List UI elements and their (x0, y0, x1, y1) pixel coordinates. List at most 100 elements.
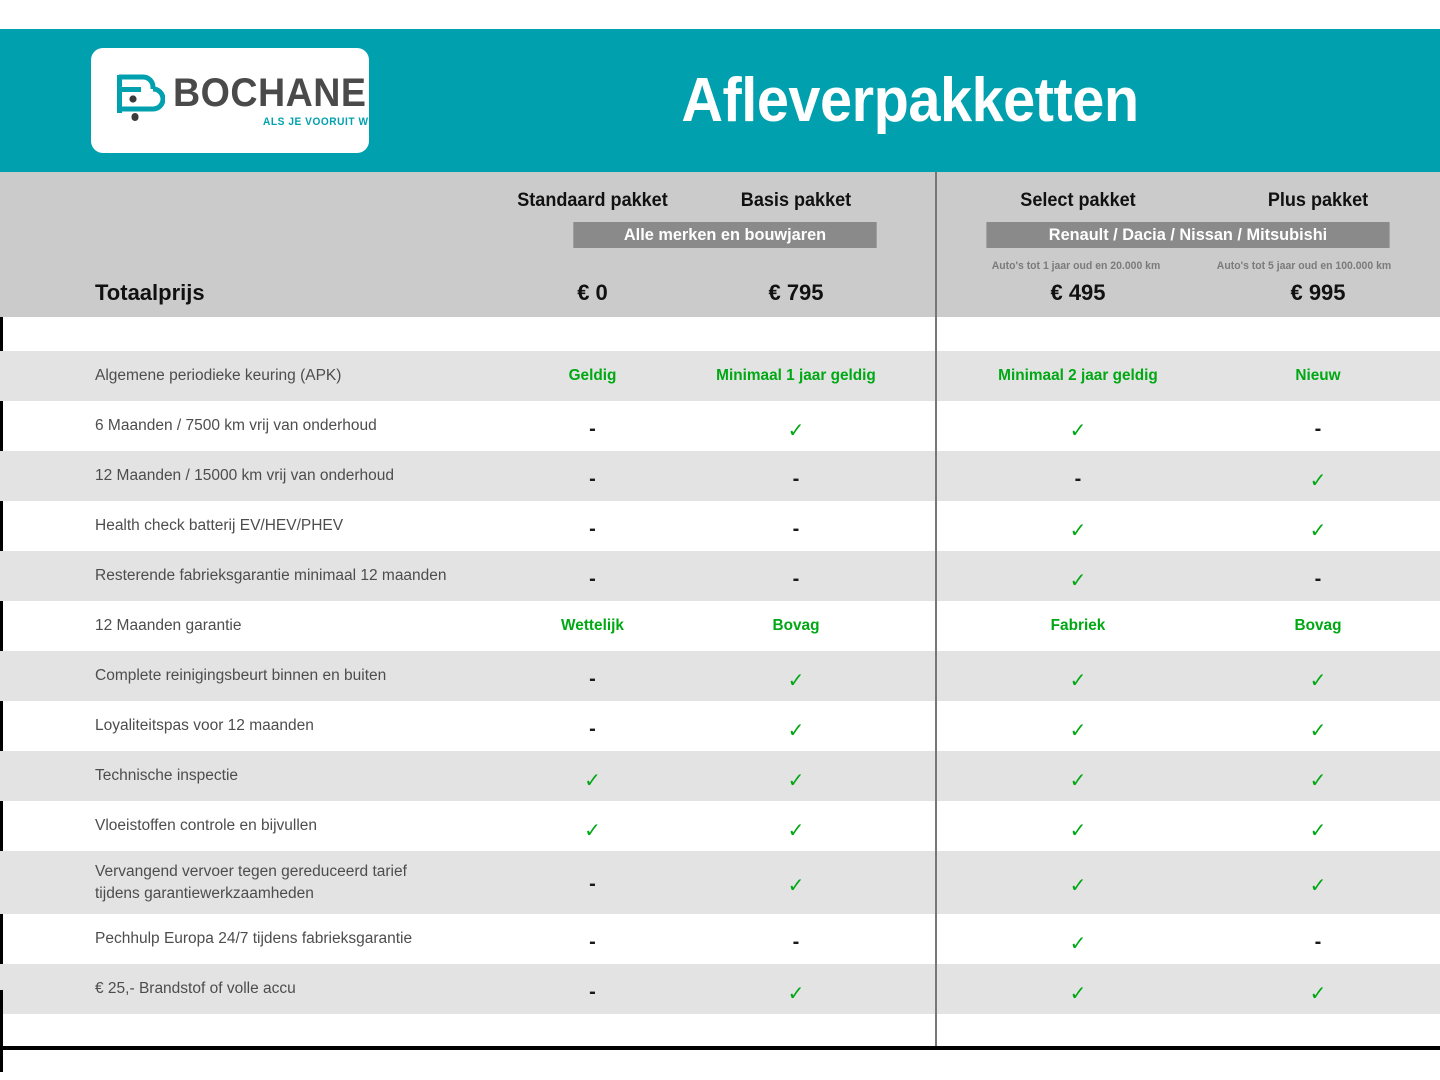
column-price-standaard: € 0 (577, 280, 608, 305)
column-subnote-select: Auto's tot 1 jaar oud en 20.000 km (991, 260, 1161, 272)
table-cell-value: - (589, 668, 596, 690)
table-row: € 25,- Brandstof of volle accu - ✓ ✓ ✓ (0, 964, 1440, 1014)
table-cell-value: Minimaal 1 jaar geldig (716, 367, 876, 384)
table-row: Resterende fabrieksgarantie minimaal 12 … (0, 551, 1440, 601)
feature-table: Algemene periodieke keuring (APK) Geldig M… (0, 317, 1440, 1072)
table-cell-value: ✓ (1069, 820, 1087, 842)
bochane-logo: BOCHANE ALS JE VOORUIT WIL (91, 48, 378, 153)
table-row: Loyaliteitspas voor 12 maanden - ✓ ✓ ✓ (0, 701, 1440, 751)
table-cell-value: ✓ (1309, 770, 1327, 792)
table-cell-value: - (589, 718, 596, 740)
group-badge-renault-dacia-nissan-mitsubishi: Renault / Dacia / Nissan / Mitsubishi (986, 222, 1390, 248)
row-feature-label: € 25,- Brandstof of volle accu (95, 980, 296, 997)
table-cell-value: - (589, 468, 596, 490)
table-cell-value: ✓ (1309, 875, 1327, 897)
table-row: 12 Maanden garantie Wettelijk Bovag Fabriek… (0, 601, 1440, 651)
table-row: Technische inspectie ✓ ✓ ✓ ✓ (0, 751, 1440, 801)
column-title-select: Select pakket (1020, 190, 1136, 211)
column-subnote-plus: Auto's tot 5 jaar oud en 100.000 km (1216, 260, 1392, 272)
table-cell-value: ✓ (787, 670, 805, 692)
totaalprijs-label: Totaalprijs (95, 280, 205, 305)
table-row: Health check batterij EV/HEV/PHEV - - ✓ ✓ (0, 501, 1440, 551)
column-price-basis: € 795 (768, 280, 824, 305)
table-cell-value: - (589, 418, 596, 440)
table-cell-value: ✓ (1309, 720, 1327, 742)
table-cell-value: Bovag (1294, 617, 1342, 634)
table-cell-value: ✓ (1069, 420, 1087, 442)
table-cell-value: Bovag (772, 617, 820, 634)
table-spacer-row-top (0, 317, 1440, 351)
table-cell-value: ✓ (787, 720, 805, 742)
table-cell-value: Fabriek (1050, 617, 1106, 634)
table-cell-value: ✓ (1309, 520, 1327, 542)
logo-tagline: ALS JE VOORUIT WIL (263, 116, 379, 128)
table-cell-value: ✓ (787, 983, 805, 1005)
column-price-select: € 495 (1050, 280, 1106, 305)
column-title-standaard: Standaard pakket (517, 190, 668, 211)
table-cell-value: ✓ (787, 820, 805, 842)
table-cell-value: ✓ (1309, 470, 1327, 492)
column-group-divider (935, 172, 937, 1048)
row-feature-label: Vervangend vervoer tegen gereduceerd tar… (95, 863, 407, 903)
row-feature-label: 6 Maanden / 7500 km vrij van onderhoud (95, 417, 377, 434)
table-cell-value: ✓ (1069, 875, 1087, 897)
table-row: Pechhulp Europa 24/7 tijdens fabrieksgar… (0, 914, 1440, 964)
bochane-logo-icon (117, 74, 165, 121)
table-cell-value: ✓ (1069, 770, 1087, 792)
column-title-plus: Plus pakket (1267, 190, 1369, 211)
table-row: 6 Maanden / 7500 km vrij van onderhoud - ✓… (0, 401, 1440, 451)
table-cell-value: ✓ (584, 820, 601, 842)
table-cell-value: ✓ (1069, 570, 1087, 592)
table-cell-value: - (792, 931, 800, 953)
table-cell-value: ✓ (1069, 720, 1087, 742)
row-feature-label: Technische inspectie (95, 767, 239, 784)
table-cell-value: Minimaal 2 jaar geldig (998, 367, 1158, 384)
column-header-band: Totaalprijs Standaard pakket Basis pakke… (0, 172, 1440, 317)
table-cell-value: ✓ (1309, 820, 1327, 842)
table-cell-value: ✓ (1309, 670, 1327, 692)
page-title: Afleverpakketten (681, 66, 1139, 135)
row-feature-label: Pechhulp Europa 24/7 tijdens fabrieksgar… (95, 930, 413, 947)
table-cell-value: - (792, 568, 800, 590)
row-feature-label: Loyaliteitspas voor 12 maanden (95, 717, 314, 734)
row-feature-label: Health check batterij EV/HEV/PHEV (95, 517, 344, 534)
table-cell-value: - (589, 568, 596, 590)
row-feature-label: 12 Maanden / 15000 km vrij van onderhoud (95, 467, 395, 484)
table-cell-value: ✓ (1069, 520, 1087, 542)
table-bottom-rule (0, 1046, 1440, 1050)
table-cell-value: Wettelijk (561, 617, 624, 634)
table-cell-value: ✓ (1069, 933, 1087, 955)
table-row: 12 Maanden / 15000 km vrij van onderhoud… (0, 451, 1440, 501)
table-cell-value: ✓ (1069, 670, 1087, 692)
table-cell-value: Geldig (568, 367, 617, 384)
table-cell-value: - (1314, 418, 1322, 440)
table-row: Vloeistoffen controle en bijvullen ✓ ✓ ✓ ✓ (0, 801, 1440, 851)
table-cell-value: ✓ (1069, 983, 1087, 1005)
table-cell-value: ✓ (787, 420, 805, 442)
table-cell-value: - (1074, 468, 1082, 490)
group-badge-alle-merken: Alle merken en bouwjaren (573, 222, 877, 248)
row-feature-label: Algemene periodieke keuring (APK) (95, 367, 342, 384)
table-row: Vervangend vervoer tegen gereduceerd tar… (0, 851, 1440, 914)
row-feature-label: Complete reinigingsbeurt binnen en buite… (95, 667, 387, 684)
page-header: BOCHANE ALS JE VOORUIT WIL Afleverpakket… (0, 29, 1440, 172)
table-cell-value: - (589, 873, 596, 895)
table-cell-value: - (589, 931, 596, 953)
table-cell-value: ✓ (787, 770, 805, 792)
table-cell-value: ✓ (1309, 983, 1327, 1005)
left-edge-marker (0, 990, 3, 1048)
table-row: Algemene periodieke keuring (APK) Geldig M… (0, 351, 1440, 401)
column-price-plus: € 995 (1290, 280, 1346, 305)
table-cell-value: ✓ (584, 770, 601, 792)
column-title-basis: Basis pakket (740, 190, 852, 211)
table-cell-value: ✓ (787, 875, 805, 897)
row-feature-label: Resterende fabrieksgarantie minimaal 12 … (95, 567, 447, 584)
table-row: Complete reinigingsbeurt binnen en buite… (0, 651, 1440, 701)
table-cell-value: - (589, 981, 596, 1003)
row-feature-label: Vloeistoffen controle en bijvullen (95, 817, 318, 834)
row-feature-label: 12 Maanden garantie (95, 617, 242, 634)
logo-wordmark: BOCHANE (173, 71, 367, 115)
table-cell-value: - (1314, 931, 1322, 953)
table-cell-value: - (1314, 568, 1322, 590)
